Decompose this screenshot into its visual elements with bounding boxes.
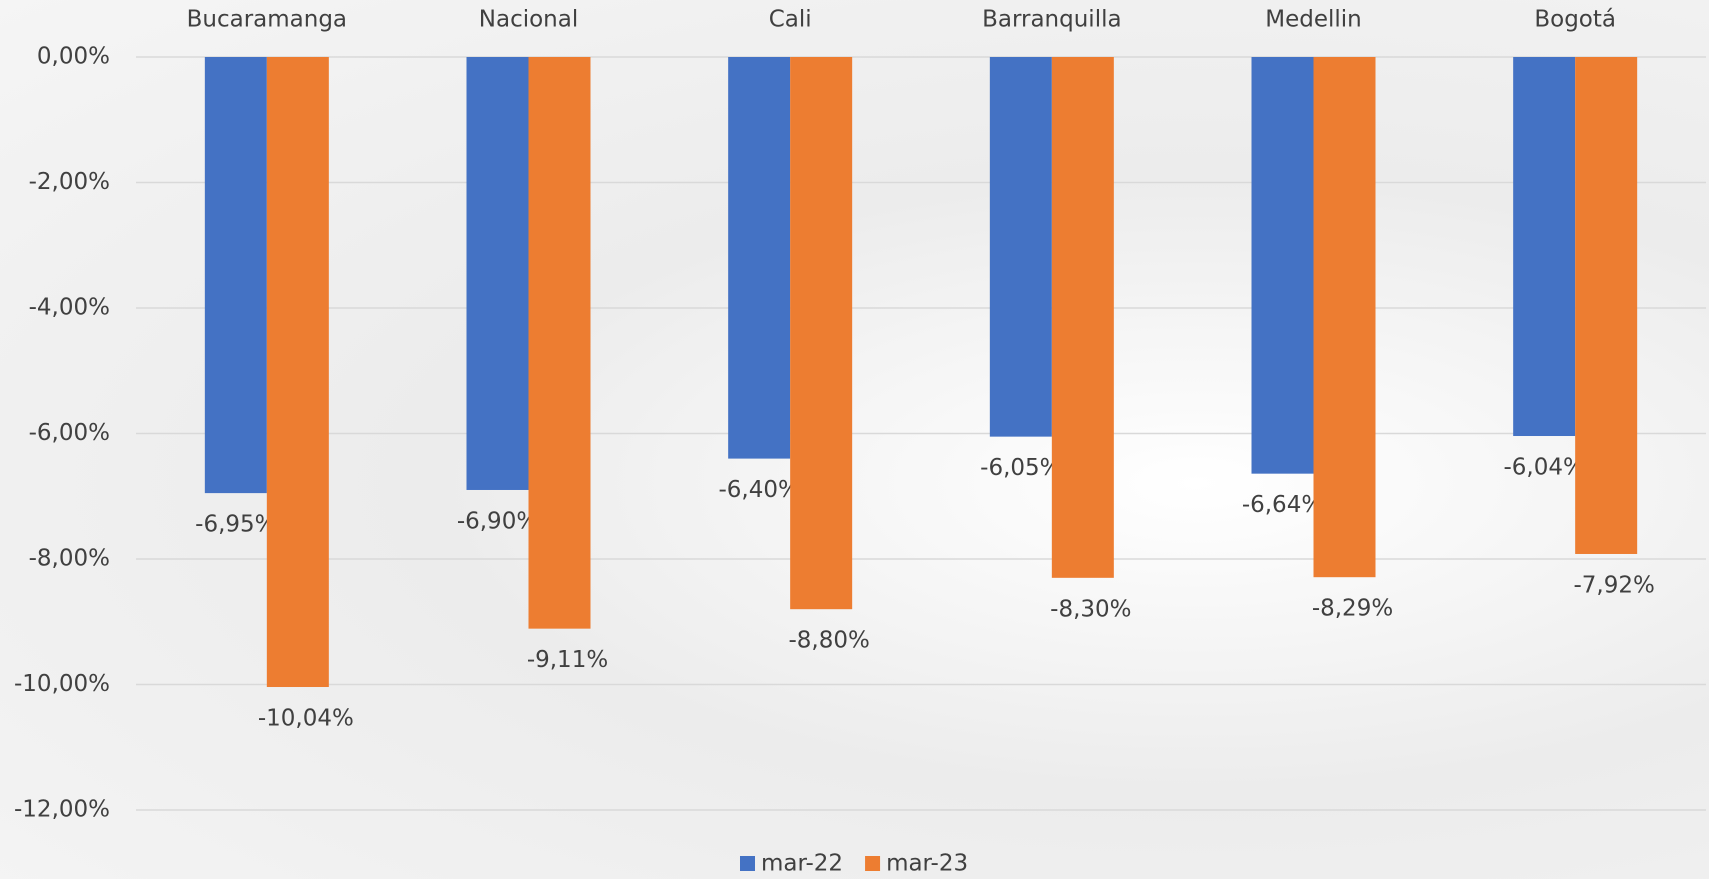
- data-label: -10,04%: [258, 706, 354, 732]
- bar: [989, 57, 1052, 437]
- bar: [790, 57, 853, 610]
- data-label: -8,29%: [1312, 596, 1393, 622]
- y-tick-label: 0,00%: [37, 44, 110, 70]
- legend-swatch: [740, 856, 755, 871]
- bar: [1313, 57, 1376, 578]
- x-tick-label: Nacional: [479, 7, 578, 33]
- bar: [728, 57, 791, 459]
- data-label: -7,92%: [1573, 572, 1654, 598]
- data-label: -8,80%: [788, 628, 869, 654]
- bar: [204, 57, 267, 494]
- bar: [1513, 57, 1576, 437]
- y-tick-label: -12,00%: [14, 797, 110, 823]
- x-tick-label: Bucaramanga: [187, 7, 347, 33]
- legend-label: mar-23: [886, 851, 968, 877]
- bar: [1251, 57, 1314, 474]
- data-label: -8,30%: [1050, 596, 1131, 622]
- x-tick-label: Barranquilla: [982, 7, 1122, 33]
- data-label: -6,40%: [718, 477, 799, 503]
- x-tick-label: Medellin: [1265, 7, 1362, 33]
- bar: [528, 57, 591, 629]
- bar: [1051, 57, 1114, 578]
- bar: [1575, 57, 1638, 554]
- x-tick-label: Cali: [769, 7, 812, 33]
- data-label: -6,90%: [457, 508, 538, 534]
- y-tick-label: -6,00%: [29, 420, 110, 446]
- y-tick-label: -8,00%: [29, 546, 110, 572]
- legend-label: mar-22: [761, 851, 843, 877]
- y-tick-label: -4,00%: [29, 295, 110, 321]
- data-label: -6,64%: [1242, 492, 1323, 518]
- x-tick-label: Bogotá: [1534, 7, 1616, 33]
- bar: [466, 57, 529, 490]
- legend-swatch: [865, 856, 881, 871]
- data-label: -6,04%: [1503, 455, 1584, 481]
- bar: [266, 57, 329, 688]
- data-label: -9,11%: [527, 647, 608, 673]
- data-label: -6,05%: [980, 455, 1061, 481]
- y-tick-label: -10,00%: [14, 671, 110, 697]
- data-label: -6,95%: [195, 512, 276, 538]
- y-tick-label: -2,00%: [29, 169, 110, 195]
